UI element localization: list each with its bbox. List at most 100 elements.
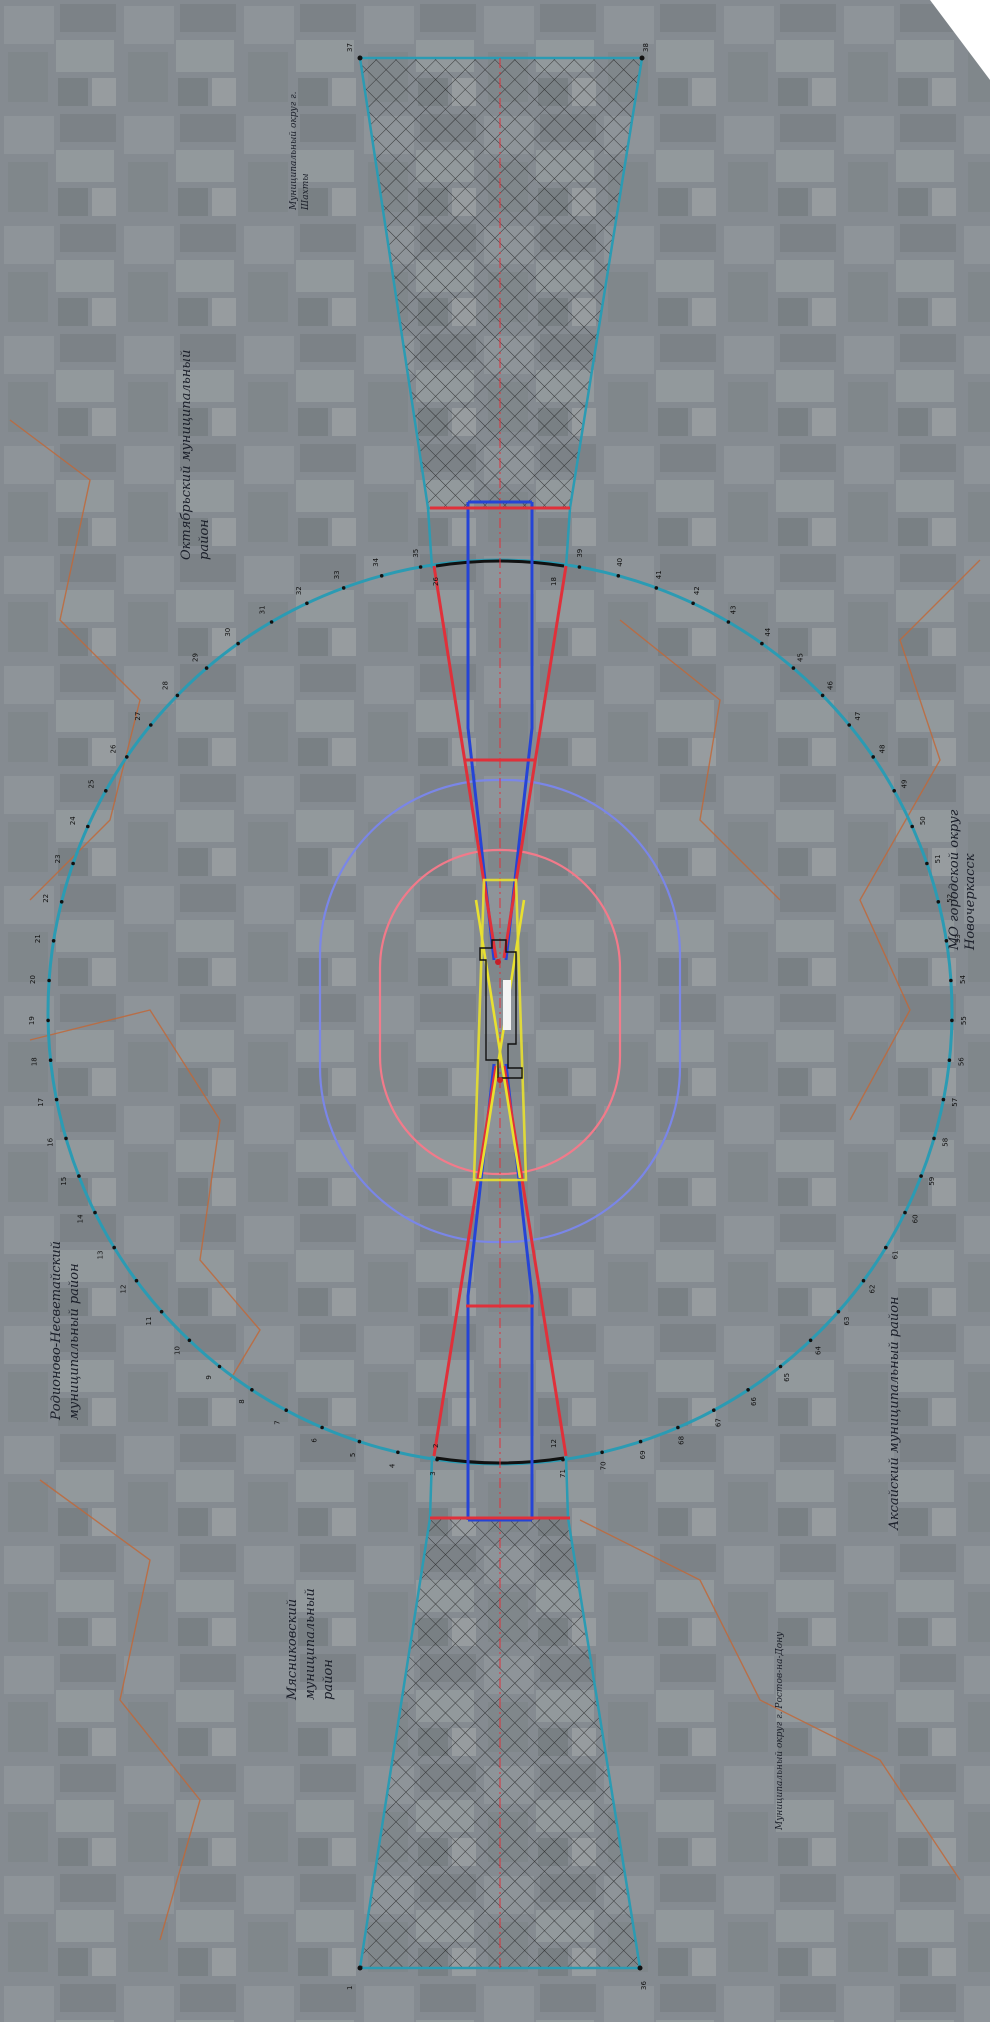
- boundary-tick: [871, 755, 875, 759]
- boundary-tick: [104, 789, 108, 793]
- corner-point-38: 38: [642, 43, 650, 52]
- boundary-point-number: 58: [941, 1138, 949, 1147]
- boundary-tick: [779, 1365, 783, 1369]
- boundary-point-number: 9: [205, 1375, 213, 1379]
- corner-point-1: 1: [346, 1986, 354, 1990]
- boundary-point-number: 70: [599, 1461, 607, 1470]
- boundary-tick: [821, 694, 825, 698]
- boundary-point-number: 55: [960, 1016, 968, 1025]
- boundary-tick: [746, 1388, 750, 1392]
- label-novocherkassk-line-1: МО городской округ: [947, 809, 962, 951]
- boundary-point-number: 48: [879, 745, 887, 754]
- boundary-tick: [86, 825, 90, 829]
- boundary-tick: [639, 1440, 643, 1444]
- boundary-point-number: 45: [797, 653, 805, 662]
- boundary-point-number: 68: [677, 1436, 685, 1445]
- boundary-tick: [884, 1246, 888, 1250]
- boundary-point-number: 65: [783, 1373, 791, 1382]
- corner-point-37: 37: [346, 43, 354, 52]
- label-aksaysky-district: Аксайский муниципальный район: [887, 1296, 902, 1531]
- boundary-tick: [862, 1279, 866, 1283]
- label-aksaysky-line-1: Аксайский муниципальный район: [887, 1296, 902, 1531]
- boundary-tick: [396, 1451, 400, 1455]
- boundary-tick: [792, 666, 796, 670]
- boundary-point-number: 51: [934, 854, 942, 863]
- boundary-point-number: 11: [145, 1317, 153, 1326]
- boundary-tick: [135, 1279, 139, 1283]
- boundary-tick: [64, 1137, 68, 1141]
- boundary-tick: [250, 1388, 254, 1392]
- boundary-point-number: 27: [134, 712, 142, 721]
- boundary-point-number: 61: [892, 1250, 900, 1259]
- boundary-point-number: 21: [34, 934, 42, 943]
- label-rodionovo-line-2: муниципальный район: [67, 1263, 82, 1420]
- boundary-point-number: 10: [174, 1346, 182, 1355]
- boundary-point-26: 26: [432, 577, 440, 586]
- boundary-point-number: 49: [900, 780, 908, 789]
- boundary-point-number: 46: [827, 681, 835, 690]
- boundary-tick: [55, 1098, 59, 1102]
- boundary-tick: [760, 642, 764, 646]
- boundary-point-number: 64: [814, 1346, 822, 1355]
- boundary-point-number: 60: [912, 1214, 920, 1223]
- boundary-tick: [837, 1310, 841, 1314]
- boundary-tick: [950, 1019, 954, 1023]
- boundary-tick: [49, 1058, 53, 1062]
- boundary-tick: [47, 979, 51, 983]
- boundary-point-number: 15: [60, 1177, 68, 1186]
- boundary-point-number: 63: [843, 1317, 851, 1326]
- boundary-point-number: 20: [29, 975, 37, 984]
- boundary-tick: [847, 723, 851, 727]
- boundary-tick: [809, 1339, 813, 1343]
- label-shakhty-line-1: Муниципальный округ г.: [289, 91, 299, 211]
- boundary-tick: [270, 620, 274, 624]
- boundary-point-number: 31: [259, 605, 267, 614]
- boundary-tick: [71, 862, 75, 866]
- boundary-tick: [617, 574, 621, 578]
- boundary-tick: [176, 694, 180, 698]
- label-novocherkassk-line-2: Новочеркасск: [963, 853, 978, 951]
- boundary-point-number: 59: [928, 1177, 936, 1186]
- boundary-point-number: 67: [715, 1418, 723, 1427]
- boundary-point-number: 44: [764, 627, 772, 636]
- boundary-point-number: 62: [869, 1285, 877, 1294]
- boundary-point-number: 69: [639, 1450, 647, 1459]
- boundary-point-number: 54: [959, 975, 967, 984]
- boundary-point-number: 16: [47, 1137, 55, 1146]
- boundary-point-number: 5: [349, 1453, 357, 1457]
- boundary-point-number: 33: [333, 570, 341, 579]
- boundary-tick: [600, 1451, 604, 1455]
- boundary-tick: [948, 1058, 952, 1062]
- boundary-tick: [932, 1137, 936, 1141]
- boundary-point-number: 22: [42, 894, 50, 903]
- boundary-point-number: 13: [96, 1250, 104, 1259]
- threshold-south: [497, 1077, 503, 1083]
- boundary-point-number: 29: [192, 653, 200, 662]
- label-oktyabrsky-line-1: Октябрьский муниципальный: [179, 350, 194, 560]
- boundary-point-number: 42: [693, 586, 701, 595]
- boundary-tick: [112, 1246, 116, 1250]
- label-myasnikovsky-line-2: муниципальный: [303, 1588, 318, 1700]
- boundary-tick: [949, 979, 953, 983]
- label-rostov: Муниципальный округ г. Ростов-на-Дону: [775, 1631, 785, 1831]
- boundary-point-number: 43: [730, 605, 738, 614]
- boundary-point-number: 47: [854, 712, 862, 721]
- label-shakhty-line-2: Шахты: [301, 173, 311, 211]
- boundary-tick: [903, 1211, 907, 1215]
- boundary-tick: [937, 900, 941, 904]
- boundary-point-number: 28: [162, 681, 170, 690]
- boundary-tick: [305, 602, 309, 606]
- boundary-tick: [188, 1339, 192, 1343]
- label-oktyabrsky-line-2: район: [197, 519, 212, 560]
- boundary-point-number: 6: [311, 1438, 319, 1443]
- boundary-tick: [712, 1408, 716, 1412]
- boundary-point-number: 56: [957, 1057, 965, 1066]
- boundary-point-number: 50: [919, 816, 927, 825]
- boundary-point-number: 18: [31, 1057, 39, 1066]
- boundary-point-number: 25: [88, 780, 96, 789]
- boundary-tick: [218, 1365, 222, 1369]
- boundary-point-number: 8: [238, 1399, 246, 1403]
- label-myasnikovsky-line-3: район: [321, 1659, 336, 1700]
- boundary-tick: [52, 939, 56, 943]
